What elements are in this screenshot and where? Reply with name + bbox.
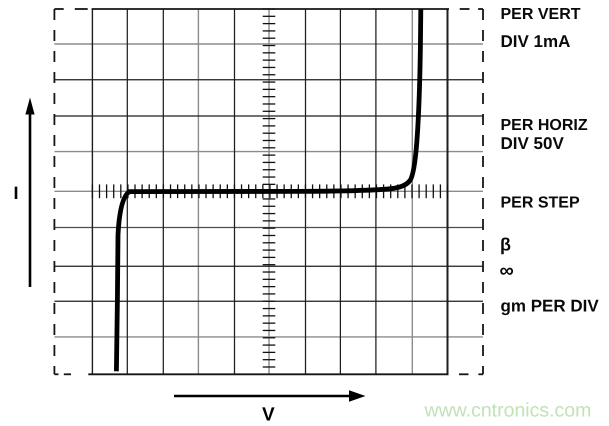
- svg-text:β: β: [500, 235, 511, 255]
- svg-text:DIV 1mA: DIV 1mA: [501, 32, 571, 51]
- svg-text:gm PER DIV: gm PER DIV: [501, 297, 600, 316]
- svg-text:PER HORIZ: PER HORIZ: [501, 117, 588, 134]
- svg-text:PER VERT: PER VERT: [501, 6, 581, 23]
- svg-text:DIV 50V: DIV 50V: [501, 134, 565, 153]
- svg-text:www.cntronics.com: www.cntronics.com: [424, 400, 592, 422]
- svg-text:∞: ∞: [500, 260, 514, 282]
- svg-text:I: I: [14, 183, 19, 203]
- svg-text:PER STEP: PER STEP: [501, 195, 580, 212]
- svg-text:V: V: [262, 405, 275, 426]
